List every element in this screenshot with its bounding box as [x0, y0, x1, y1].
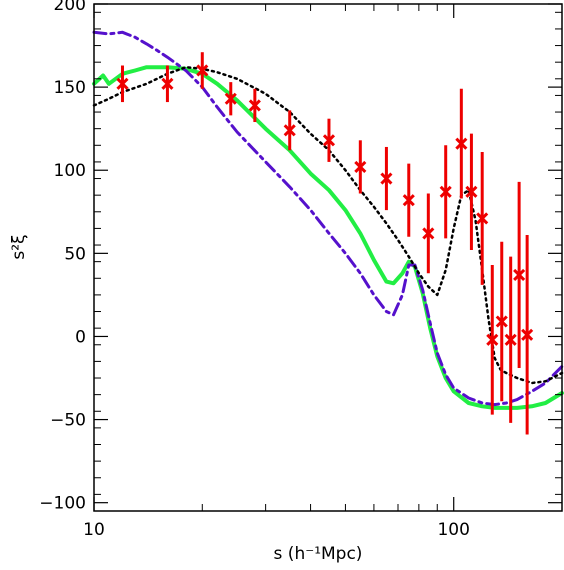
y-tick-label: 0	[75, 327, 86, 347]
data-point	[283, 124, 296, 137]
data-point	[161, 77, 174, 90]
data-point	[495, 315, 508, 328]
series-line-solid	[92, 65, 564, 410]
data-point-stroke	[513, 268, 526, 282]
data-point-stroke	[495, 315, 508, 328]
data-markers	[116, 64, 534, 346]
data-point	[455, 137, 468, 150]
data-point	[422, 227, 435, 240]
data-point	[402, 194, 415, 207]
series-line-dashdot	[92, 30, 564, 407]
x-tick-label: 100	[437, 520, 469, 540]
x-tick-label: 10	[83, 520, 105, 540]
data-point	[465, 185, 478, 198]
data-point	[196, 64, 209, 77]
data-point-stroke	[116, 77, 129, 90]
data-point	[513, 268, 526, 282]
data-errorbars	[120, 52, 529, 435]
data-point-stroke	[521, 328, 534, 341]
data-point-stroke	[161, 77, 174, 90]
data-point	[504, 333, 517, 346]
data-point	[322, 134, 336, 147]
data-point-stroke	[248, 99, 261, 112]
data-point-stroke	[504, 333, 517, 346]
data-point-stroke	[465, 185, 478, 198]
y-tick-label: 50	[64, 244, 86, 264]
axis-ticks	[93, 3, 563, 511]
data-point-stroke	[196, 64, 209, 77]
data-point	[224, 92, 237, 105]
tick-labels: −100 −50 0 50 100 150 200 10 100	[39, 0, 470, 540]
data-point	[248, 99, 261, 112]
data-point-stroke	[476, 212, 489, 225]
data-point-stroke	[439, 185, 452, 198]
data-point-stroke	[486, 333, 499, 346]
data-point	[116, 77, 129, 90]
data-point-stroke	[422, 227, 435, 240]
data-point-stroke	[322, 134, 336, 147]
data-point	[521, 328, 534, 341]
plot-frame	[93, 3, 563, 512]
data-point-stroke	[402, 194, 415, 207]
y-tick-label: 150	[54, 78, 86, 98]
data-point-stroke	[283, 124, 296, 137]
data-point-stroke	[224, 92, 237, 105]
data-point	[439, 185, 452, 198]
y-axis-label: s²ξ	[9, 234, 29, 259]
data-point	[486, 333, 499, 346]
y-tick-label: 200	[54, 0, 86, 15]
data-point-stroke	[354, 160, 367, 173]
data-point	[476, 212, 489, 225]
data-point-stroke	[380, 172, 393, 185]
y-tick-label: −50	[50, 411, 86, 431]
y-tick-label: 100	[54, 161, 86, 181]
data-point	[380, 172, 393, 185]
x-axis-label: s (h⁻¹Mpc)	[274, 544, 363, 564]
data-point	[354, 160, 367, 173]
y-tick-label: −100	[39, 494, 86, 514]
data-point-stroke	[455, 137, 468, 150]
